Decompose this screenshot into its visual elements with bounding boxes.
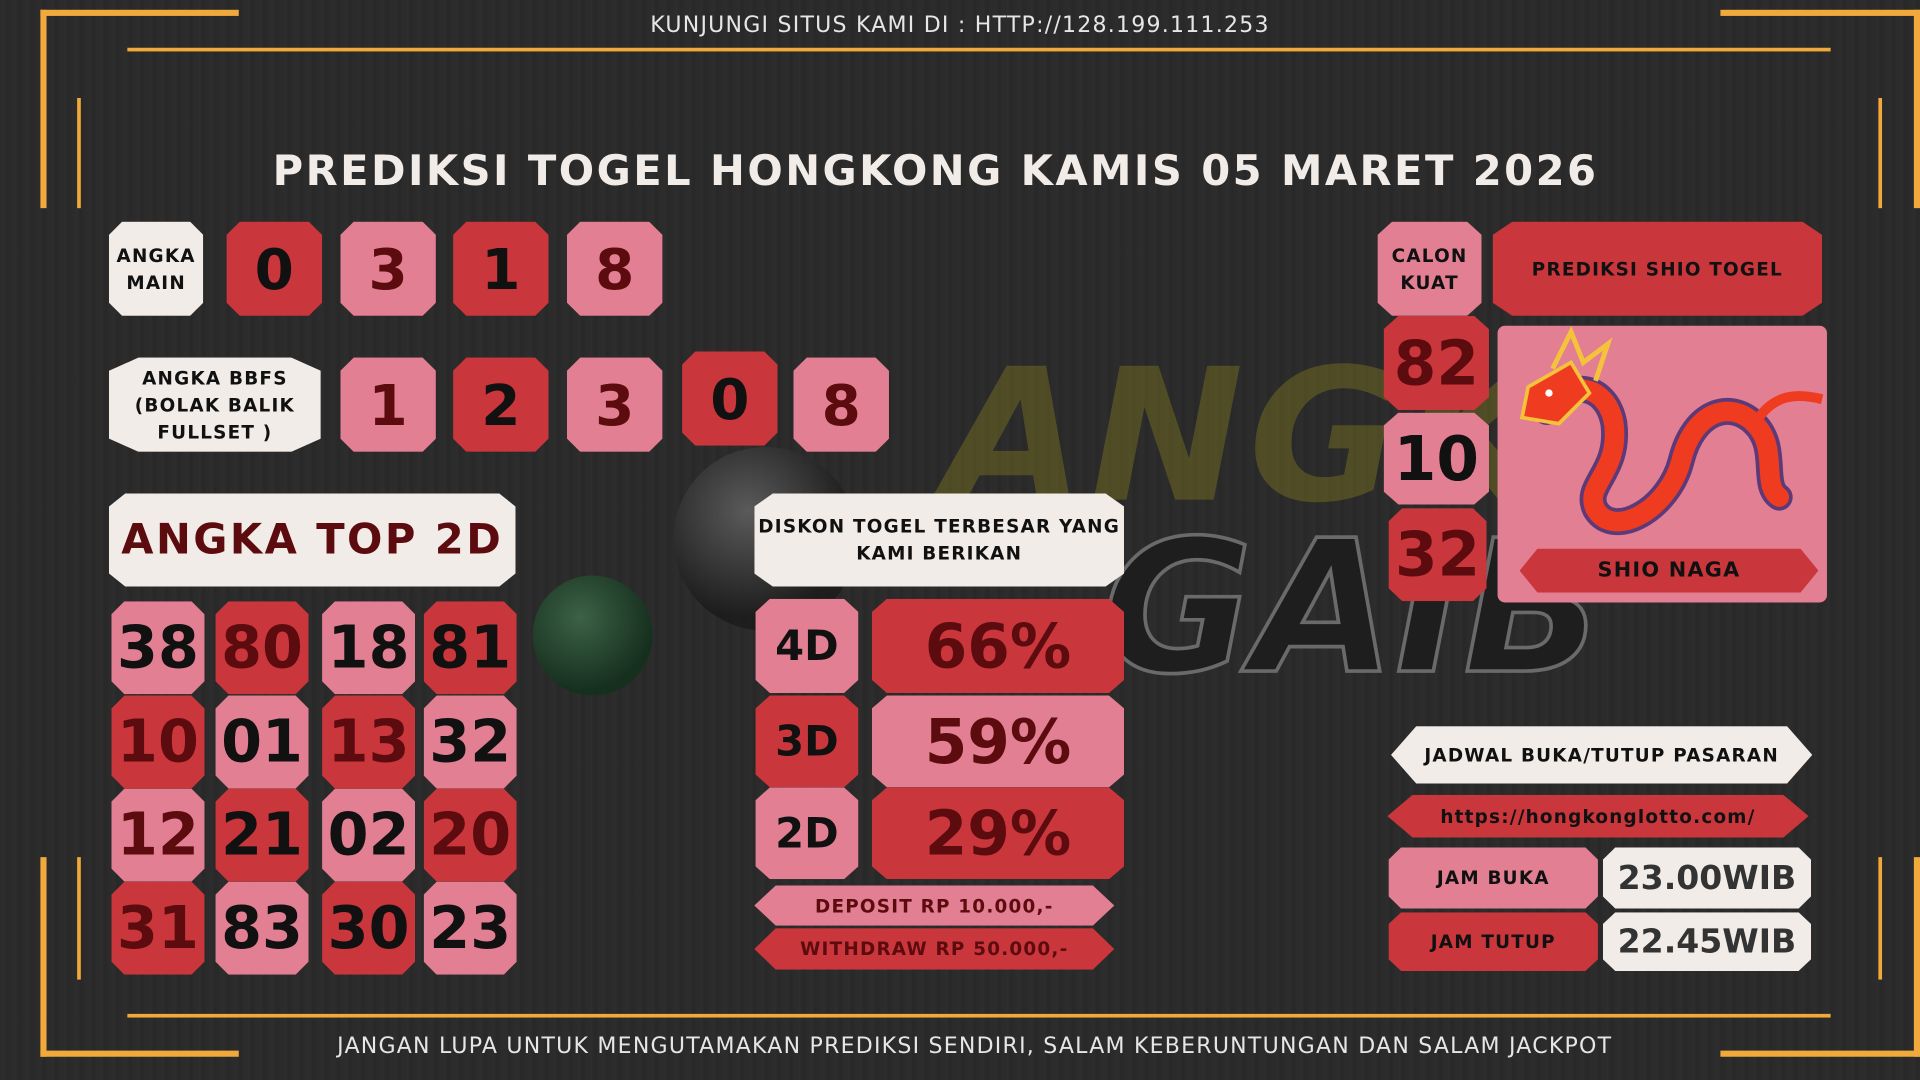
diskon-type: 2D (755, 787, 859, 880)
calon-kuat-label: CALON KUAT (1377, 221, 1482, 316)
withdraw-info: WITHDRAW RP 50.000,- (754, 928, 1115, 970)
top-2d-number: 83 (215, 881, 309, 975)
diskon-value: 29% (871, 787, 1125, 880)
jam-tutup-label: JAM TUTUP (1388, 912, 1598, 972)
top-2d-number: 38 (111, 601, 205, 695)
diskon-value: 59% (871, 695, 1125, 788)
dragon-image (1519, 325, 1824, 535)
top-2d-header: ANGKA TOP 2D (108, 493, 516, 587)
top-2d-number: 01 (215, 695, 309, 789)
top-2d-number: 32 (423, 695, 517, 789)
diskon-type: 4D (755, 598, 859, 694)
jam-buka-value: 23.00WIB (1602, 847, 1812, 909)
frame-line (1878, 97, 1883, 209)
top-2d-number: 02 (322, 788, 416, 882)
frame-corner (1720, 9, 1920, 16)
top-2d-number: 12 (111, 788, 205, 882)
prediksi-shio-header: PREDIKSI SHIO TOGEL (1492, 221, 1823, 316)
diskon-header: DISKON TOGEL TERBESAR YANG KAMI BERIKAN (754, 493, 1125, 587)
frame-corner (1913, 857, 1920, 1057)
diskon-value: 66% (871, 598, 1125, 694)
jam-tutup-value: 22.45WIB (1602, 912, 1812, 972)
billiard-ball-6 (532, 575, 653, 696)
angka-main-number: 3 (340, 221, 436, 316)
bbfs-number: 8 (793, 357, 889, 452)
top-2d-number: 21 (215, 788, 309, 882)
frame-corner (1913, 9, 1920, 209)
top-2d-number: 10 (111, 695, 205, 789)
deposit-info: DEPOSIT RP 10.000,- (754, 885, 1115, 926)
shio-name: SHIO NAGA (1519, 548, 1819, 593)
angka-main-number: 8 (566, 221, 663, 316)
market-url-link[interactable]: https://hongkonglotto.com/ (1387, 794, 1809, 838)
frame-corner (40, 9, 239, 16)
footer-text: JANGAN LUPA UNTUK MENGUTAMAKAN PREDIKSI … (337, 1033, 1613, 1060)
top-2d-number: 23 (423, 881, 517, 975)
jam-buka-label: JAM BUKA (1388, 847, 1598, 909)
top-2d-number: 31 (111, 881, 205, 975)
top-2d-number: 81 (423, 601, 517, 695)
calon-kuat-number: 32 (1388, 508, 1487, 602)
jadwal-header: JADWAL BUKA/TUTUP PASARAN (1391, 726, 1813, 784)
angka-main-number: 1 (453, 221, 549, 316)
bottom-divider (127, 1013, 1831, 1018)
visit-site-text: KUNJUNGI SITUS KAMI DI : HTTP://128.199.… (650, 12, 1270, 38)
top-divider (127, 47, 1831, 52)
bbfs-number: 2 (453, 357, 549, 452)
calon-kuat-number: 10 (1383, 412, 1489, 505)
calon-kuat-number: 82 (1383, 315, 1489, 411)
frame-line (1878, 857, 1883, 980)
angka-main-number: 0 (226, 221, 323, 316)
bbfs-number: 0 (682, 351, 778, 446)
bbfs-number: 1 (340, 357, 436, 452)
top-2d-number: 18 (322, 601, 416, 695)
top-2d-number: 13 (322, 695, 416, 789)
diskon-type: 3D (755, 695, 859, 788)
page-title: PREDIKSI TOGEL HONGKONG KAMIS 05 MARET 2… (272, 146, 1599, 196)
frame-line (77, 857, 81, 980)
frame-corner (1720, 1050, 1920, 1057)
top-2d-number: 30 (322, 881, 416, 975)
top-2d-number: 80 (215, 601, 309, 695)
frame-line (77, 97, 81, 209)
top-2d-number: 20 (423, 788, 517, 882)
angka-main-label: ANGKA MAIN (108, 221, 204, 316)
bbfs-number: 3 (566, 357, 663, 452)
frame-corner (40, 1050, 239, 1057)
frame-corner (40, 9, 47, 209)
bbfs-label: ANGKA BBFS (BOLAK BALIK FULLSET ) (108, 357, 321, 452)
frame-corner (40, 857, 47, 1057)
shio-panel: SHIO NAGA (1497, 325, 1827, 603)
